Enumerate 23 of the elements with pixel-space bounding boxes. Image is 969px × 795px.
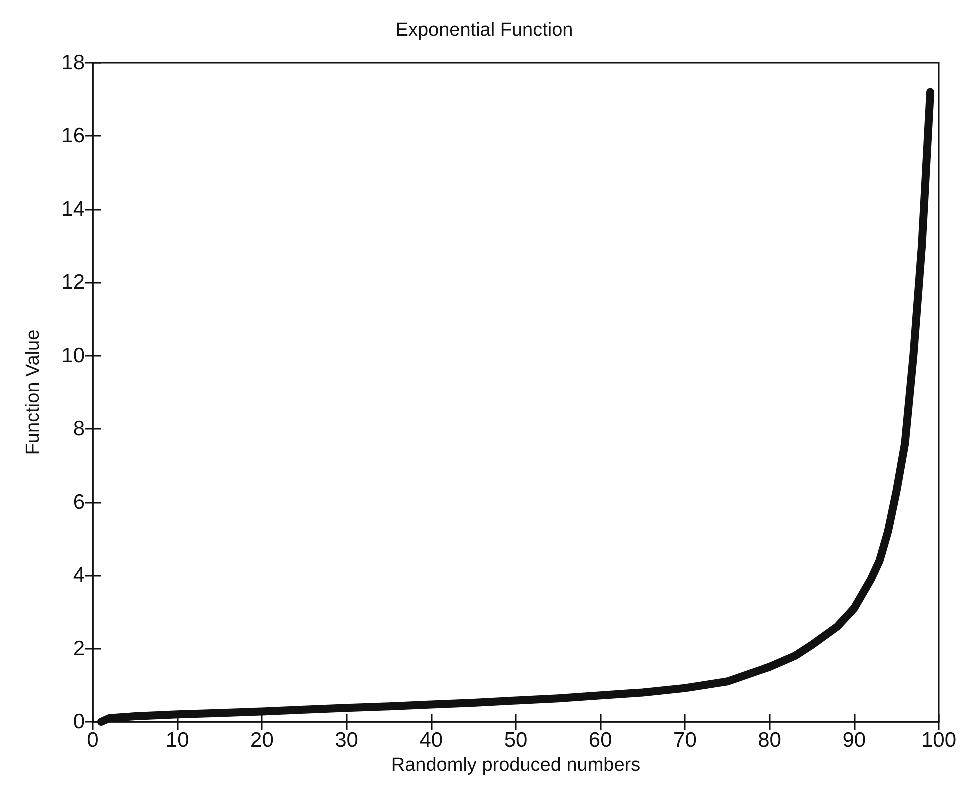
x-tick-label: 60: [588, 729, 612, 752]
x-tick-label: 50: [504, 729, 528, 752]
x-tick-label: 80: [758, 729, 782, 752]
x-tick-label: 20: [250, 729, 274, 752]
y-tick-label: 18: [62, 52, 85, 74]
x-tick-label: 10: [166, 729, 190, 752]
y-tick-label: 6: [73, 490, 85, 514]
y-tick-label: 8: [73, 418, 85, 441]
y-axis-title: Function Value: [23, 330, 44, 456]
x-tick-label: 70: [674, 729, 697, 752]
x-tick-label: 90: [842, 729, 866, 752]
y-tick-label: 16: [62, 124, 85, 148]
y-tick-label: 12: [62, 271, 85, 294]
chart-title: Exponential Function: [396, 20, 574, 41]
y-tick-label: 0: [73, 710, 85, 734]
y-tick-label: 10: [62, 344, 85, 368]
y-tick-label: 4: [73, 564, 86, 588]
x-axis-title: Randomly produced numbers: [391, 754, 641, 776]
x-tick-label: 100: [921, 729, 957, 752]
x-tick-label: 40: [420, 729, 444, 752]
x-tick-label: 30: [335, 729, 358, 752]
y-tick-label: 14: [62, 198, 86, 221]
y-tick-label: 2: [73, 637, 85, 660]
